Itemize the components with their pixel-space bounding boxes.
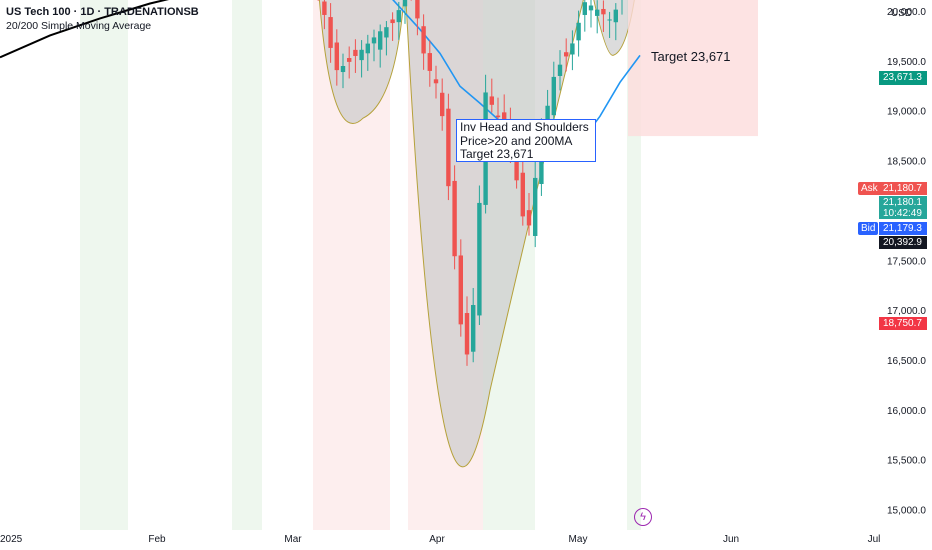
candle-body bbox=[415, 0, 420, 19]
candle-body bbox=[427, 53, 432, 71]
candle-body bbox=[433, 79, 439, 84]
y-tick-label: 16,000.0 bbox=[887, 406, 926, 417]
candle-body bbox=[353, 49, 358, 56]
candle-body bbox=[557, 64, 563, 76]
candle-body bbox=[322, 1, 327, 15]
candle-body bbox=[576, 22, 581, 41]
candle-body bbox=[489, 96, 494, 105]
y-tick-label: 18,500.0 bbox=[887, 157, 926, 168]
candle-body bbox=[421, 26, 426, 54]
bid-label: Bid bbox=[858, 222, 879, 235]
candle-body bbox=[452, 180, 457, 257]
candle-body bbox=[533, 177, 538, 236]
countdown-tag: 10:42:49 bbox=[879, 207, 927, 219]
candle-body bbox=[526, 210, 532, 226]
candle-body bbox=[588, 5, 594, 11]
candle-body bbox=[471, 305, 476, 352]
session-band bbox=[80, 0, 128, 530]
candle-body bbox=[458, 255, 463, 325]
y-tick-label: 19,000.0 bbox=[887, 107, 926, 118]
candle-body bbox=[359, 49, 364, 61]
y-tick-label: 16,500.0 bbox=[887, 356, 926, 367]
annotation-line-2: Price>20 and 200MA bbox=[460, 133, 573, 148]
pattern-annotation-box[interactable]: Inv Head and Shoulders Price>20 and 200M… bbox=[456, 119, 596, 162]
stop-price-tag: 18,750.7 bbox=[879, 317, 927, 330]
last-price-tag: 21,180.1 bbox=[879, 196, 927, 209]
candle-body bbox=[340, 66, 346, 73]
candle-body bbox=[440, 92, 445, 117]
candle-body bbox=[464, 313, 470, 355]
target-price-tag: 23,671.3 bbox=[879, 71, 927, 85]
candle-body bbox=[384, 27, 389, 38]
candle-body bbox=[390, 19, 395, 24]
candle-body bbox=[520, 172, 525, 217]
lightning-icon[interactable]: ϟ bbox=[634, 508, 652, 526]
candle-body bbox=[396, 10, 401, 23]
candle-body bbox=[347, 58, 352, 62]
ask-label: Ask bbox=[858, 182, 881, 195]
candle-body bbox=[595, 9, 600, 16]
candle-body bbox=[601, 8, 606, 15]
candle-body bbox=[334, 42, 339, 71]
candle-body bbox=[551, 76, 556, 116]
candle-body bbox=[570, 43, 575, 55]
bid-price-tag: 21,179.3 bbox=[879, 222, 927, 235]
annotation-line-3: Target 23,671 bbox=[460, 147, 534, 161]
target-text: Target 23,671 bbox=[651, 49, 731, 64]
indicator-label[interactable]: 20/200 Simple Moving Average bbox=[6, 20, 152, 32]
x-tick-label: Feb bbox=[148, 534, 166, 545]
entry-price-tag: 20,392.9 bbox=[879, 236, 927, 249]
y-tick-label: 17,500.0 bbox=[887, 256, 926, 267]
currency-label: USD bbox=[891, 8, 913, 19]
session-band bbox=[232, 0, 262, 530]
x-tick-label: May bbox=[569, 534, 588, 545]
x-tick-label: Apr bbox=[429, 534, 445, 545]
candle-body bbox=[514, 155, 519, 181]
y-tick-label: 17,000.0 bbox=[887, 306, 926, 317]
candle-body bbox=[371, 37, 377, 44]
loss-zone bbox=[628, 0, 758, 137]
x-tick-label: Jul bbox=[868, 534, 881, 545]
chart-title: US Tech 100 · 1D · TRADENATIONSB bbox=[6, 6, 199, 18]
x-tick-label: 2025 bbox=[0, 534, 23, 545]
candle-body bbox=[378, 31, 383, 50]
candle-body bbox=[402, 0, 408, 7]
ask-price-tag: 21,180.7 bbox=[879, 182, 927, 195]
candle-body bbox=[477, 202, 482, 316]
ma200-line bbox=[0, 0, 170, 59]
annotation-line-1: Inv Head and Shoulders bbox=[460, 120, 589, 134]
candle-body bbox=[607, 19, 612, 21]
y-tick-label: 15,000.0 bbox=[887, 506, 926, 517]
y-tick-label: 20,000.0 bbox=[887, 7, 926, 18]
candle-body bbox=[582, 2, 587, 15]
x-tick-label: Mar bbox=[284, 534, 302, 545]
y-tick-label: 15,500.0 bbox=[887, 456, 926, 467]
candle-body bbox=[613, 9, 618, 23]
candle-body bbox=[365, 43, 370, 54]
x-tick-label: Jun bbox=[723, 534, 739, 545]
candle-body bbox=[564, 52, 569, 57]
candle-body bbox=[446, 108, 451, 187]
trade-zones bbox=[628, 0, 758, 137]
y-tick-label: 19,500.0 bbox=[887, 57, 926, 68]
candle-body bbox=[495, 115, 501, 118]
candle-body bbox=[328, 17, 333, 48]
